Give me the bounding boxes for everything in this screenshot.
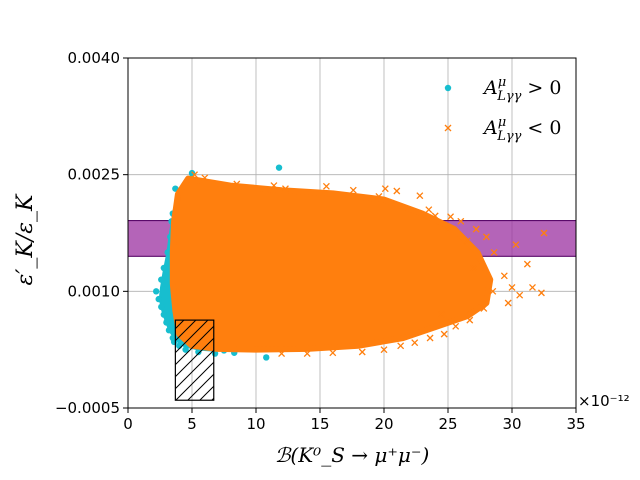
point-negative [431,212,439,220]
x-tick-label: 30 [502,415,521,433]
point-negative [329,349,337,357]
point-negative [426,334,434,342]
point-positive [160,264,168,272]
x-axis-ticks: 0 5 10 15 20 25 30 35 [123,408,586,433]
point-negative [349,186,357,194]
x-scale-label: ×10⁻¹² [578,392,630,410]
point-negative [358,348,366,356]
point-positive [165,327,173,334]
point-negative [281,185,289,193]
point-negative [191,171,199,179]
points-layer [152,164,548,361]
point-negative [500,272,508,280]
point-positive [161,280,169,287]
point-negative [512,241,520,249]
point-negative [472,225,480,233]
plot-frame [127,57,577,409]
y-tick-label: −0.0005 [55,399,120,417]
y-axis-label: ε′_K/ε_K [13,193,38,285]
point-negative [440,330,448,338]
point-negative [470,264,478,272]
point-negative [380,346,388,354]
point-negative [457,217,465,225]
legend-entry: Aμ Lγγ > 0 [444,75,561,104]
point-positive [163,319,170,326]
x-axis-label: ℬ(K⁰_S → μ⁺μ⁻) [275,443,430,467]
legend-marker-circle [444,84,452,92]
point-negative [278,350,286,358]
legend-label: Aμ Lγγ < 0 [482,115,561,144]
point-negative [529,283,536,291]
point-positive [155,295,162,303]
hatched-box-fill [175,320,214,401]
legend-label: Aμ Lγγ > 0 [482,75,561,104]
point-negative [523,260,531,268]
point-negative [516,291,524,299]
box-layer [174,319,215,401]
y-tick-label: 0.0010 [68,282,121,300]
y-tick-label: 0.0025 [68,166,121,184]
point-negative [452,322,460,330]
orange-cloud [169,175,494,353]
y-tick-label: 0.0040 [68,49,121,67]
point-negative [381,185,389,193]
point-negative [375,192,383,200]
point-negative [444,225,452,233]
x-tick-label: 5 [187,415,197,433]
y-axis-ticks: −0.0005 0.0010 0.0025 0.0040 [55,49,128,417]
point-negative [447,213,455,221]
point-positive [164,249,171,256]
x-tick-label: 35 [566,415,585,433]
point-negative [416,192,424,200]
point-negative [537,289,545,297]
point-negative [480,304,488,312]
legend-entry: Aμ Lγγ < 0 [444,115,561,144]
point-negative [463,237,471,245]
point-positive [158,303,165,311]
x-tick-label: 25 [438,415,457,433]
point-negative [504,299,512,307]
legend-marker-x [444,124,452,132]
point-negative [233,180,241,188]
point-positive [275,164,283,171]
point-negative [322,182,330,190]
point-negative [411,339,419,347]
x-tick-label: 10 [246,415,265,433]
point-negative [425,206,433,214]
point-negative [397,342,405,350]
x-tick-label: 15 [310,415,329,433]
point-negative [508,283,516,291]
point-negative [482,233,490,241]
point-negative [393,187,401,195]
point-negative [540,229,548,237]
point-negative [270,182,278,190]
point-positive [158,276,165,283]
point-positive [263,354,270,361]
point-negative [466,316,474,324]
point-negative [303,350,311,358]
x-tick-label: 0 [123,415,133,433]
point-negative [438,311,446,319]
hatched-box [174,319,215,401]
x-tick-label: 20 [374,415,393,433]
point-positive [152,288,160,295]
point-negative [201,174,209,182]
legend: Aμ Lγγ > 0 Aμ Lγγ < 0 [444,75,561,144]
point-positive [160,311,168,318]
point-negative [490,248,498,256]
point-negative [489,287,497,295]
